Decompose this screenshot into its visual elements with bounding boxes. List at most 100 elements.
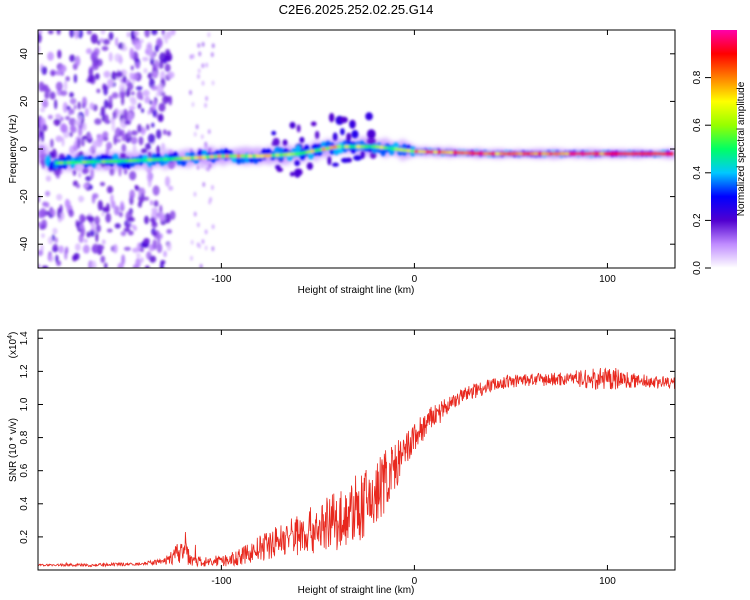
noise-speckle	[91, 243, 100, 254]
snr-xtick-label: 100	[599, 576, 616, 587]
ridge-core	[116, 159, 122, 163]
noise-speckle	[118, 166, 122, 177]
ridge-core	[271, 153, 276, 157]
noise-speckle	[48, 30, 54, 35]
spectrogram-ytick-label: -20	[19, 189, 30, 204]
ridge-core	[580, 152, 585, 156]
ridge-core	[143, 158, 149, 162]
noise-speckle	[149, 255, 157, 263]
noise-speckle	[82, 167, 89, 175]
noise-speckle	[159, 60, 164, 69]
noise-speckle	[164, 56, 171, 61]
ridge-feature	[327, 156, 332, 166]
noise-speckle	[100, 106, 106, 117]
ridge-core	[178, 156, 184, 161]
noise-speckle	[38, 221, 42, 227]
noise-speckle	[124, 168, 128, 175]
noise-speckle	[137, 124, 142, 133]
noise-speckle	[199, 263, 203, 268]
noise-speckle	[105, 203, 110, 213]
ridge-core	[553, 152, 558, 156]
ridge-core	[661, 152, 666, 156]
noise-speckle	[38, 249, 44, 257]
noise-speckle	[151, 221, 158, 228]
noise-speckle	[143, 196, 150, 201]
noise-speckle	[47, 114, 53, 120]
ridge-core	[367, 145, 373, 149]
noise-speckle	[204, 245, 208, 251]
ridge-core	[70, 160, 75, 165]
noise-speckle	[131, 91, 135, 96]
ridge-core	[375, 145, 380, 149]
noise-speckle	[191, 101, 195, 107]
noise-speckle	[95, 224, 102, 233]
ridge-core	[618, 152, 624, 156]
noise-speckle	[87, 74, 94, 83]
ridge-core	[333, 145, 338, 149]
ridge-core	[437, 150, 442, 154]
ridge-feature	[339, 116, 348, 124]
noise-speckle	[77, 126, 83, 137]
ridge-core	[66, 161, 72, 165]
ridge-core	[194, 156, 199, 160]
ridge-core	[174, 157, 180, 161]
snr-ytick-label: 0.6	[19, 463, 30, 477]
ridge-core	[78, 160, 83, 164]
noise-speckle	[105, 212, 112, 223]
noise-speckle	[68, 209, 74, 218]
noise-speckle	[111, 71, 117, 81]
noise-speckle	[140, 241, 146, 249]
noise-speckle	[102, 38, 111, 45]
noise-speckle	[69, 97, 77, 105]
noise-speckle	[124, 120, 132, 125]
ridge-core	[634, 152, 639, 156]
ridge-core	[97, 160, 102, 164]
ridge-core	[82, 160, 87, 164]
noise-speckle	[49, 91, 56, 100]
ridge-core	[136, 158, 141, 162]
ridge-core	[224, 154, 230, 158]
ridge-feature	[331, 162, 339, 167]
spectrogram-xlabel: Height of straight line (km)	[298, 285, 415, 296]
noise-speckle	[112, 110, 117, 120]
ridge-core	[317, 148, 323, 152]
ridge-core	[398, 148, 404, 152]
ridge-core	[665, 152, 670, 156]
noise-speckle	[50, 138, 54, 148]
ridge-core	[124, 159, 129, 163]
noise-speckle	[56, 193, 63, 201]
ridge-core	[510, 152, 516, 156]
noise-speckle	[168, 185, 174, 191]
noise-speckle	[88, 67, 94, 78]
noise-speckle	[55, 113, 62, 119]
ridge-feature	[346, 132, 352, 142]
noise-speckle	[105, 114, 109, 124]
noise-speckle	[200, 163, 204, 169]
ridge-core	[595, 152, 600, 156]
ridge-core	[251, 154, 257, 158]
ridge-core	[348, 145, 353, 149]
snr-xtick-label: -100	[211, 576, 231, 587]
ridge-core	[526, 152, 531, 156]
noise-speckle	[159, 261, 165, 268]
ridge-core	[445, 150, 450, 154]
noise-speckle	[193, 211, 197, 217]
ridge-core	[390, 147, 396, 151]
ridge-core	[645, 152, 651, 156]
noise-speckle	[143, 68, 148, 74]
snr-scale-prefix: (x10	[8, 338, 19, 358]
snr-ytick-label: 1.0	[19, 397, 30, 411]
ridge-feature	[289, 121, 296, 129]
ridge-core	[282, 152, 288, 157]
noise-speckle	[211, 246, 215, 252]
ridge-core	[518, 152, 523, 156]
noise-speckle	[163, 250, 167, 258]
noise-speckle	[91, 62, 99, 71]
noise-speckle	[38, 32, 42, 44]
noise-speckle	[75, 183, 81, 189]
spectrogram-ytick-label: 40	[19, 48, 30, 60]
noise-speckle	[211, 80, 215, 86]
ridge-feature	[360, 150, 365, 159]
noise-speckle	[151, 85, 158, 91]
noise-speckle	[105, 147, 110, 156]
